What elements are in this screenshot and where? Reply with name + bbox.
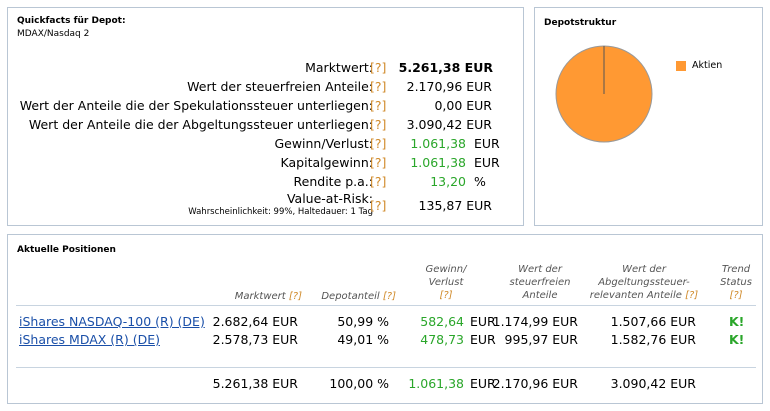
qf-value: 5.261,38 EUR bbox=[398, 60, 493, 75]
qf-value: 3.090,42 EUR bbox=[406, 117, 492, 132]
qf-label: Value-at-Risk: bbox=[286, 191, 373, 206]
help-link[interactable]: [?] bbox=[370, 136, 387, 151]
positionen-title: Aktuelle Positionen bbox=[17, 245, 116, 255]
qf-label: Gewinn/Verlust: bbox=[274, 136, 373, 151]
legend-swatch-aktien bbox=[676, 60, 686, 71]
qf-value-number: 13,20 bbox=[430, 174, 466, 189]
help-link[interactable]: [?] bbox=[685, 290, 699, 301]
help-link[interactable]: [?] bbox=[370, 198, 387, 213]
trend-status: K! bbox=[729, 314, 745, 329]
header-marktwert: Marktwert [?] bbox=[234, 291, 302, 302]
qf-label: Wert der Anteile die der Abgeltungssteue… bbox=[28, 117, 373, 132]
help-link[interactable]: [?] bbox=[370, 79, 387, 94]
qf-label: Kapitalgewinn: bbox=[280, 155, 373, 170]
header-depotanteil: Depotanteil [?] bbox=[321, 291, 396, 302]
qf-note: Wahrscheinlichkeit: 99%, Haltedauer: 1 T… bbox=[188, 207, 373, 217]
help-link[interactable]: [?] bbox=[370, 98, 387, 113]
position-link[interactable]: iShares MDAX (R) (DE) bbox=[19, 332, 160, 347]
help-link[interactable]: [?] bbox=[370, 117, 387, 132]
quickfacts-panel: Quickfacts für Depot: MDAX/Nasdaq 2 Mark… bbox=[7, 7, 524, 226]
qf-label: Marktwert: bbox=[305, 60, 373, 75]
help-link[interactable]: [?] bbox=[288, 291, 302, 302]
cell-gewinn: 478,73 bbox=[420, 332, 464, 347]
qf-value: 0,00 EUR bbox=[434, 98, 492, 113]
cell-steuerfrei: 995,97 EUR bbox=[504, 332, 578, 347]
total-gewinn-unit: EUR bbox=[470, 376, 496, 391]
help-link[interactable]: [?] bbox=[370, 174, 387, 189]
cell-abgeltung: 1.507,66 EUR bbox=[610, 314, 696, 329]
qf-value-unit: EUR bbox=[474, 155, 500, 170]
cell-marktwert: 2.682,64 EUR bbox=[212, 314, 298, 329]
cell-steuerfrei: 1.174,99 EUR bbox=[492, 314, 578, 329]
qf-value-number: 1.061,38 bbox=[410, 136, 466, 151]
cell-abgeltung: 1.582,76 EUR bbox=[610, 332, 696, 347]
total-anteil: 100,00 % bbox=[329, 376, 389, 391]
help-link[interactable]: [?] bbox=[382, 291, 396, 302]
total-gewinn: 1.061,38 bbox=[408, 376, 464, 391]
header-abgeltung: Wert der Abgeltungssteuer- relevanten An… bbox=[589, 264, 699, 301]
help-link[interactable]: [?] bbox=[370, 60, 387, 75]
quickfacts-title: Quickfacts für Depot: bbox=[17, 16, 126, 26]
cell-anteil: 50,99 % bbox=[337, 314, 389, 329]
pie-legend: Aktien bbox=[676, 60, 722, 71]
qf-label: Rendite p.a.: bbox=[293, 174, 373, 189]
qf-label: Wert der steuerfreien Anteile: bbox=[187, 79, 373, 94]
divider bbox=[16, 305, 756, 306]
total-marktwert: 5.261,38 EUR bbox=[212, 376, 298, 391]
quickfacts-subtitle: MDAX/Nasdaq 2 bbox=[17, 29, 90, 39]
position-link[interactable]: iShares NASDAQ-100 (R) (DE) bbox=[19, 314, 205, 329]
help-link[interactable]: [?] bbox=[729, 290, 743, 301]
legend-label-aktien: Aktien bbox=[692, 60, 723, 71]
help-link[interactable]: [?] bbox=[370, 155, 387, 170]
depotstruktur-title: Depotstruktur bbox=[544, 18, 617, 28]
help-link[interactable]: [?] bbox=[439, 290, 453, 301]
divider bbox=[16, 367, 756, 368]
depotstruktur-panel: Depotstruktur Aktien bbox=[534, 7, 763, 226]
positionen-panel: Aktuelle Positionen Marktwert [?] Depota… bbox=[7, 234, 763, 404]
total-steuerfrei: 2.170,96 EUR bbox=[492, 376, 578, 391]
trend-status: K! bbox=[729, 332, 745, 347]
qf-value-unit: % bbox=[474, 174, 486, 189]
header-trend: Trend Status [?] bbox=[711, 263, 761, 302]
cell-gewinn: 582,64 bbox=[420, 314, 464, 329]
header-steuerfrei: Wert der steuerfreien Anteile bbox=[509, 264, 571, 301]
qf-value-unit: EUR bbox=[474, 136, 500, 151]
qf-label: Wert der Anteile die der Spekulationsste… bbox=[19, 98, 373, 113]
cell-gewinn-unit: EUR bbox=[470, 332, 496, 347]
cell-gewinn-unit: EUR bbox=[470, 314, 496, 329]
header-gewinn: Gewinn/ Verlust [?] bbox=[406, 263, 486, 302]
qf-value: 135,87 EUR bbox=[418, 198, 492, 213]
qf-value-number: 1.061,38 bbox=[410, 155, 466, 170]
cell-marktwert: 2.578,73 EUR bbox=[212, 332, 298, 347]
qf-value: 2.170,96 EUR bbox=[406, 79, 492, 94]
cell-anteil: 49,01 % bbox=[337, 332, 389, 347]
pie-chart bbox=[555, 45, 653, 143]
total-abgeltung: 3.090,42 EUR bbox=[610, 376, 696, 391]
